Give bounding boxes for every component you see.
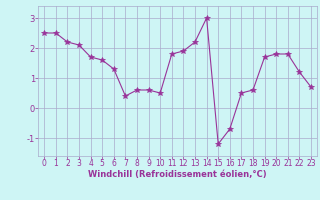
X-axis label: Windchill (Refroidissement éolien,°C): Windchill (Refroidissement éolien,°C) [88, 170, 267, 179]
